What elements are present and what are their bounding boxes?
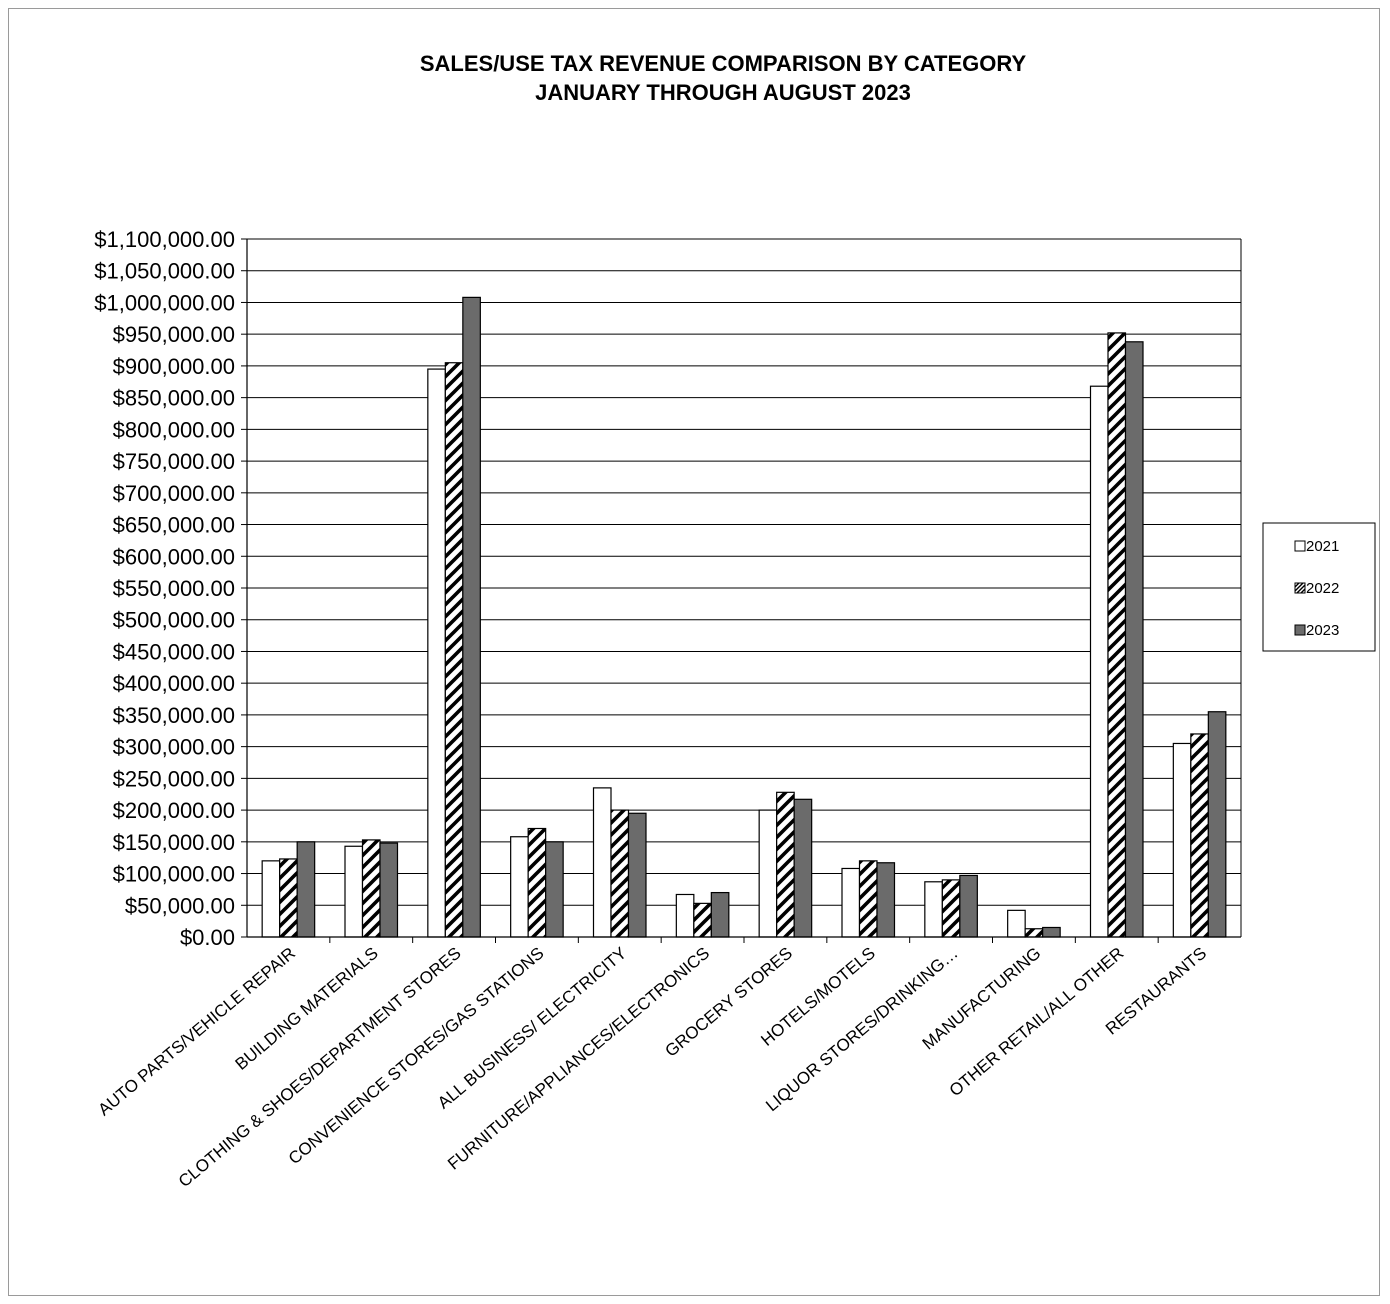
bar-2022 [1107, 332, 1127, 938]
bar-2022 [610, 809, 630, 938]
y-tick-label: $600,000.00 [113, 544, 235, 569]
legend-label-2021: 2021 [1306, 538, 1339, 555]
x-tick-label: BUILDING MATERIALS [232, 944, 382, 1074]
bar-2023 [296, 841, 316, 938]
bar-2023 [1207, 711, 1227, 938]
bar-2022 [941, 879, 961, 938]
y-tick-label: $1,000,000.00 [94, 290, 235, 315]
x-tick-label: CLOTHING & SHOES/DEPARTMENT STORES [175, 944, 465, 1192]
bar-2021 [1089, 385, 1109, 938]
y-tick-label: $750,000.00 [113, 449, 235, 474]
y-tick-label: $500,000.00 [113, 608, 235, 633]
bar-2023 [876, 862, 896, 938]
bar-2023 [793, 798, 813, 938]
bar-2022 [279, 858, 298, 938]
bar-2021 [841, 867, 861, 938]
bar-2021 [758, 809, 778, 938]
bar-2023 [379, 842, 399, 938]
legend-label-2023: 2023 [1306, 622, 1339, 639]
legend-swatch-2021 [1294, 540, 1306, 552]
bar-2021 [1007, 909, 1026, 938]
bar-2022 [776, 791, 795, 938]
bar-2022 [1190, 733, 1209, 938]
y-axis-tick-labels: $0.00 $50,000.00 $100,000.00 $150,000.00 $20… [94, 227, 235, 950]
bar-2023 [545, 841, 564, 938]
bar-2022 [361, 839, 381, 938]
bar-2022 [693, 902, 712, 938]
chart-frame: SALES/USE TAX REVENUE COMPARISON BY CATE… [8, 8, 1380, 1296]
bar-2023 [959, 874, 978, 938]
legend-box [1262, 522, 1376, 652]
y-tick-label: $1,100,000.00 [94, 227, 235, 252]
y-tick-label: $700,000.00 [113, 481, 235, 506]
chart-subtitle: JANUARY THROUGH AUGUST 2023 [535, 80, 911, 105]
x-tick-label: OTHER RETAIL/ALL OTHER [946, 944, 1128, 1101]
axes [241, 238, 1242, 943]
bar-2022 [444, 362, 464, 938]
bar-2021 [427, 368, 446, 938]
bar-chart: SALES/USE TAX REVENUE COMPARISON BY CATE… [94, 51, 1376, 1192]
legend: 2021 2022 2023 [1262, 522, 1376, 652]
y-tick-label: $250,000.00 [113, 766, 235, 791]
bar-2021 [592, 787, 612, 938]
bar-2022 [527, 827, 547, 938]
y-tick-label: $800,000.00 [113, 417, 235, 442]
y-tick-label: $950,000.00 [113, 322, 235, 347]
y-tick-label: $400,000.00 [113, 671, 235, 696]
bar-2021 [675, 893, 695, 938]
gridlines [247, 238, 1241, 906]
chart-title: SALES/USE TAX REVENUE COMPARISON BY CATE… [420, 51, 1027, 76]
bar-2023 [627, 812, 647, 938]
y-tick-label: $850,000.00 [113, 386, 235, 411]
bar-2021 [1172, 742, 1192, 938]
y-tick-label: $200,000.00 [113, 798, 235, 823]
y-tick-label: $0.00 [180, 925, 235, 950]
bar-2023 [1042, 926, 1061, 938]
bar-2022 [858, 860, 878, 938]
bar-2021 [344, 845, 364, 938]
y-tick-label: $450,000.00 [113, 639, 235, 664]
bar-2023 [462, 296, 481, 938]
y-tick-label: $300,000.00 [113, 735, 235, 760]
bar-2021 [261, 860, 281, 938]
bar-2023 [710, 891, 730, 938]
y-tick-label: $550,000.00 [113, 576, 235, 601]
bars [261, 296, 1227, 938]
legend-swatch-2022 [1294, 582, 1306, 594]
y-tick-label: $100,000.00 [113, 862, 235, 887]
y-tick-label: $1,050,000.00 [94, 259, 235, 284]
y-tick-label: $50,000.00 [125, 893, 235, 918]
bar-2021 [924, 881, 943, 938]
bar-2022 [1024, 928, 1044, 938]
y-tick-label: $150,000.00 [113, 830, 235, 855]
bar-2021 [510, 836, 529, 938]
y-tick-label: $650,000.00 [113, 513, 235, 538]
y-tick-label: $350,000.00 [113, 703, 235, 728]
y-tick-label: $900,000.00 [113, 354, 235, 379]
legend-label-2022: 2022 [1306, 580, 1339, 597]
legend-swatch-2023 [1294, 624, 1306, 636]
bar-2023 [1124, 341, 1144, 938]
